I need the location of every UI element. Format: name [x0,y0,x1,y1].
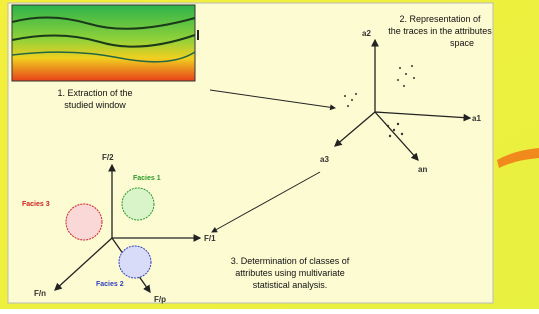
facies-label: Facies 3 [22,201,50,208]
facies-cluster [66,204,102,240]
axis-label: a2 [362,29,371,38]
diagram: 1. Extraction of the studied window a2 a… [0,0,539,309]
facies-label: Facies 1 [133,175,161,182]
step-text: 2. Representation of [399,14,481,24]
axis-label: F/p [154,295,166,304]
axis-label: F/n [34,289,46,298]
facies-cluster [122,188,154,220]
step-text: 1. Extraction of the [57,88,132,98]
seismic-window [12,5,198,81]
step-text: 3. Determination of classes of [231,256,350,266]
axis-label: F/1 [204,234,216,243]
axis-label: F/2 [102,153,114,162]
step-text: space [450,38,474,48]
axis-label: an [418,165,427,174]
step-text: statistical analysis. [253,280,328,290]
axis-label: a3 [320,155,329,164]
facies-label: Facies 2 [96,281,124,288]
step-text: the traces in the attributes [388,26,492,36]
step-text: attributes using multivariate [235,268,345,278]
axis-label: a1 [472,114,481,123]
facies-cluster [119,246,151,278]
step-text: studied window [64,100,126,110]
